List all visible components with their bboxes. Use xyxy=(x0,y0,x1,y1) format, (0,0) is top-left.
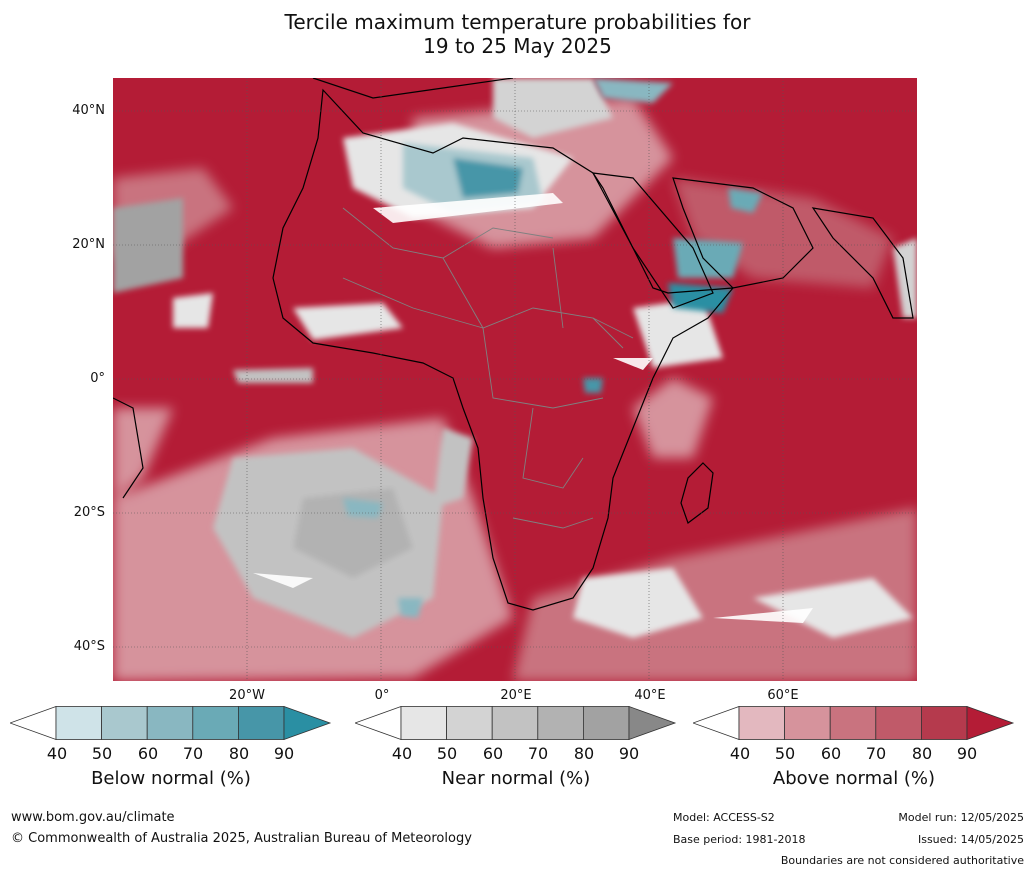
colorbar-near-label: Near normal (%) xyxy=(441,768,591,789)
tick-above-3: 70 xyxy=(865,744,887,763)
colorbar-near-segment xyxy=(537,706,584,740)
colorbar-near-segment xyxy=(446,706,493,740)
colorbar-near-segment xyxy=(400,706,447,740)
colorbar-below-segment xyxy=(237,706,285,740)
coastlines xyxy=(113,78,914,611)
tick-below-0: 40 xyxy=(46,744,68,763)
probability-map xyxy=(113,78,917,681)
chart-title: Tercile maximum temperature probabilitie… xyxy=(0,10,1035,58)
colorbar-above-low-extend xyxy=(693,706,740,740)
colorbar-below-segment xyxy=(192,706,239,740)
tick-above-2: 60 xyxy=(820,744,842,763)
tick-near-4: 80 xyxy=(573,744,595,763)
footer-disclaimer: Boundaries are not considered authoritat… xyxy=(780,854,1024,867)
lat-label-40s: 40°S xyxy=(73,639,105,654)
footer-model-run: Model run: 12/05/2025 xyxy=(898,811,1024,824)
footer-url: www.bom.gov.au/climate xyxy=(11,810,175,825)
tick-below-4: 80 xyxy=(228,744,250,763)
colorbar-above-label: Above normal (%) xyxy=(772,768,936,789)
tick-above-5: 90 xyxy=(956,744,978,763)
footer-issued: Issued: 14/05/2025 xyxy=(917,833,1024,846)
footer-copyright: © Commonwealth of Australia 2025, Austra… xyxy=(11,831,472,846)
colorbar-below-segment xyxy=(146,706,194,740)
tick-below-5: 90 xyxy=(273,744,295,763)
white-zones xyxy=(253,193,813,623)
colorbar-near xyxy=(355,706,677,740)
tick-below-1: 50 xyxy=(91,744,113,763)
colorbar-below-segment xyxy=(55,706,102,740)
tick-near-3: 70 xyxy=(527,744,549,763)
title-line-2: 19 to 25 May 2025 xyxy=(423,34,612,58)
colorbar-below xyxy=(10,706,332,740)
title-line-1: Tercile maximum temperature probabilitie… xyxy=(284,10,751,34)
tick-below-3: 70 xyxy=(182,744,204,763)
lat-label-20n: 20°N xyxy=(72,237,105,252)
colorbar-above-segment xyxy=(784,706,831,740)
colorbar-near-high-extend xyxy=(628,706,677,740)
map-svg xyxy=(113,78,917,681)
colorbar-above-segment xyxy=(738,706,785,740)
tick-near-0: 40 xyxy=(391,744,413,763)
footer-model: Model: ACCESS-S2 xyxy=(673,811,775,824)
colorbar-near-low-extend xyxy=(355,706,402,740)
tick-near-2: 60 xyxy=(482,744,504,763)
lat-label-40n: 40°N xyxy=(72,103,105,118)
colorbar-near-segment xyxy=(491,706,539,740)
tick-below-2: 60 xyxy=(137,744,159,763)
colorbar-near-segment xyxy=(582,706,630,740)
colorbar-below-segment xyxy=(101,706,148,740)
tick-near-1: 50 xyxy=(436,744,458,763)
colorbar-below-label: Below normal (%) xyxy=(91,768,251,789)
country-borders xyxy=(342,207,634,529)
lon-label-40e: 40°E xyxy=(634,688,666,703)
colorbar-below-low-extend xyxy=(10,706,57,740)
lat-label-20s: 20°S xyxy=(73,505,105,520)
tick-near-5: 90 xyxy=(618,744,640,763)
lon-label-0: 0° xyxy=(374,688,390,703)
colorbar-below-high-extend xyxy=(283,706,332,740)
lon-label-20e: 20°E xyxy=(500,688,532,703)
tick-above-1: 50 xyxy=(774,744,796,763)
graticule xyxy=(113,78,917,681)
colorbar-above-high-extend xyxy=(966,706,1015,740)
tick-above-0: 40 xyxy=(729,744,751,763)
lon-label-20w: 20°W xyxy=(229,688,265,703)
lon-label-60e: 60°E xyxy=(767,688,799,703)
colorbar-above-segment xyxy=(829,706,877,740)
colorbar-above-segment xyxy=(875,706,922,740)
colorbar-above-segment xyxy=(920,706,968,740)
colorbar-above xyxy=(693,706,1015,740)
lat-label-0: 0° xyxy=(90,371,105,386)
tick-above-4: 80 xyxy=(911,744,933,763)
footer-base-period: Base period: 1981-2018 xyxy=(673,833,806,846)
